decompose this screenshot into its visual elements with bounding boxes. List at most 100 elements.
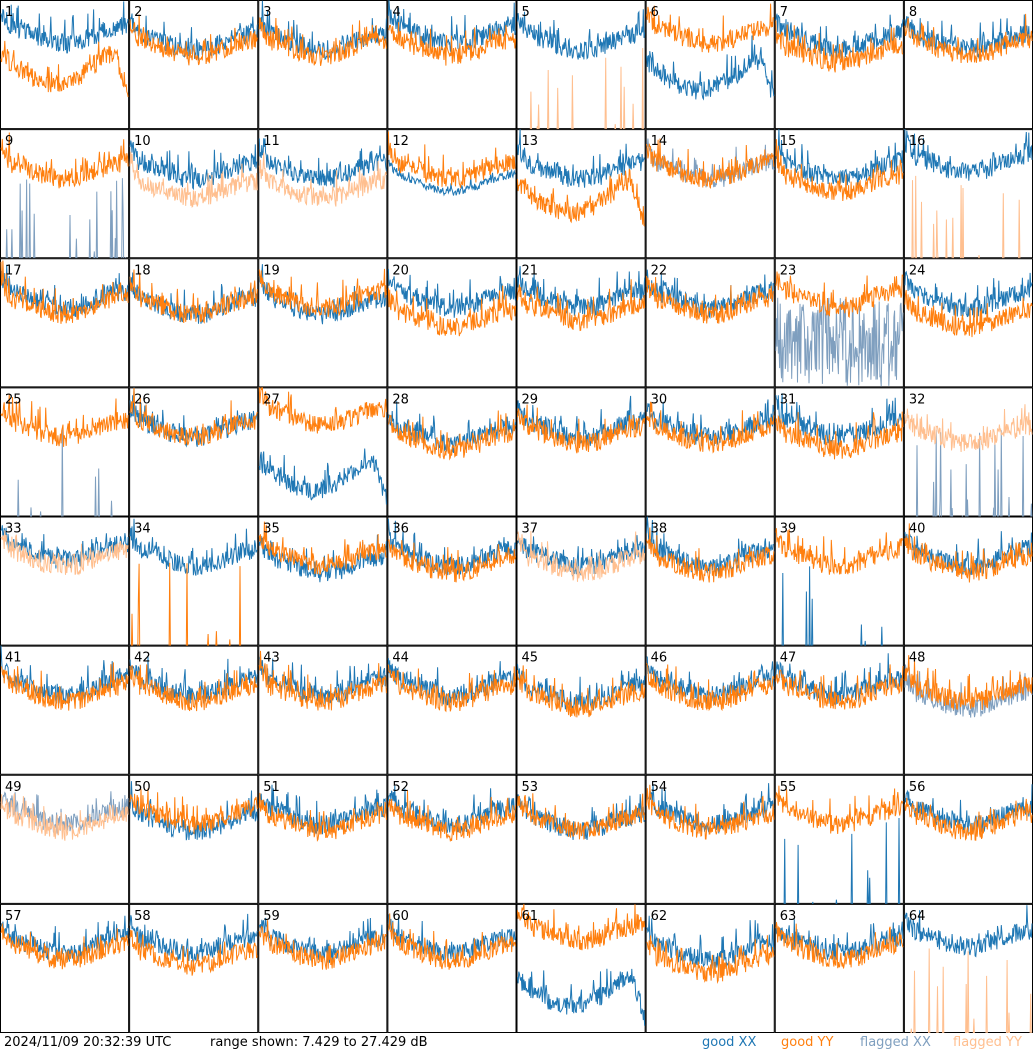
panel-19: 19 bbox=[258, 258, 388, 388]
legend-good-xx: good XX bbox=[702, 1035, 757, 1050]
panel-frame bbox=[645, 387, 775, 517]
panel-label: 29 bbox=[522, 392, 539, 407]
series-yy-good bbox=[775, 271, 904, 319]
series-yy-good bbox=[646, 935, 775, 984]
panel-label: 26 bbox=[134, 392, 151, 407]
panel-label: 31 bbox=[780, 392, 797, 407]
panel-label: 27 bbox=[263, 392, 280, 407]
series-yy-good bbox=[775, 528, 904, 575]
panel-24: 24 bbox=[903, 258, 1033, 388]
series-yy-good bbox=[517, 168, 645, 227]
panel-label: 53 bbox=[522, 780, 539, 795]
panel-56: 56 bbox=[903, 774, 1033, 904]
series-yy-good bbox=[258, 792, 387, 842]
panel-35: 35 bbox=[258, 516, 388, 646]
series-yy-good bbox=[646, 275, 774, 324]
series-yy-good bbox=[775, 785, 904, 834]
panel-7: 7 bbox=[774, 0, 904, 130]
panel-frame bbox=[645, 774, 775, 904]
panel-label: 4 bbox=[392, 5, 400, 20]
series-xx-good bbox=[904, 14, 1033, 59]
panel-37: 37 bbox=[516, 516, 646, 646]
panel-frame bbox=[129, 903, 259, 1033]
series-xx-good bbox=[0, 1, 129, 54]
panel-label: 18 bbox=[134, 263, 151, 278]
panel-42: 42 bbox=[129, 645, 259, 775]
panel-frame bbox=[258, 645, 388, 775]
panel-frame bbox=[645, 258, 775, 388]
panel-label: 48 bbox=[909, 651, 926, 666]
panel-frame bbox=[0, 387, 130, 517]
panel-frame bbox=[516, 645, 646, 775]
series-xx-good bbox=[129, 140, 258, 191]
series-yy-good bbox=[258, 268, 387, 318]
series-xx-good bbox=[388, 159, 516, 197]
panel-frame bbox=[516, 129, 646, 259]
panel-41: 41 bbox=[0, 645, 130, 775]
panel-2: 2 bbox=[129, 0, 259, 130]
panel-label: 17 bbox=[5, 263, 22, 278]
series-yy-good bbox=[904, 797, 1033, 841]
panel-label: 13 bbox=[522, 134, 539, 149]
series-yy-good bbox=[646, 3, 775, 53]
series-yy-good bbox=[258, 920, 387, 970]
panel-label: 41 bbox=[5, 651, 22, 666]
panel-27: 27 bbox=[258, 386, 388, 517]
series-xx-good bbox=[904, 129, 1033, 181]
series-yy-good bbox=[387, 664, 516, 713]
panel-frame bbox=[129, 258, 259, 388]
panel-30: 30 bbox=[645, 387, 775, 517]
series-yy-good bbox=[775, 20, 904, 73]
panel-label: 10 bbox=[134, 134, 151, 149]
panel-frame bbox=[387, 903, 517, 1033]
panel-label: 64 bbox=[909, 909, 926, 924]
series-yy-good bbox=[387, 131, 516, 188]
series-yy-good bbox=[517, 903, 646, 951]
panel-frame bbox=[645, 516, 775, 646]
panel-frame bbox=[0, 258, 130, 388]
panel-25: 25 bbox=[0, 387, 130, 521]
series-yy-good bbox=[775, 139, 904, 202]
series-yy-good bbox=[646, 527, 775, 583]
panel-label: 42 bbox=[134, 651, 151, 666]
panel-18: 18 bbox=[129, 258, 259, 388]
series-yy-good bbox=[129, 14, 258, 66]
panel-frame bbox=[258, 0, 388, 130]
panel-12: 12 bbox=[387, 129, 517, 259]
series-yy-good bbox=[904, 523, 1033, 583]
legend-flagged-xx: flagged XX bbox=[860, 1035, 931, 1050]
panel-label: 21 bbox=[522, 263, 539, 278]
panel-label: 22 bbox=[651, 263, 668, 278]
panel-label: 49 bbox=[5, 780, 22, 795]
series-yy-good bbox=[0, 393, 129, 447]
series-yy-good bbox=[387, 913, 516, 970]
panel-label: 52 bbox=[392, 780, 409, 795]
series-yy-good bbox=[387, 22, 516, 66]
panel-label: 24 bbox=[909, 263, 926, 278]
panel-4: 4 bbox=[387, 0, 517, 130]
series-yy-good bbox=[904, 289, 1033, 338]
panel-34: 34 bbox=[129, 516, 259, 650]
series-yy-good bbox=[775, 664, 904, 710]
panel-21: 21 bbox=[516, 258, 646, 388]
panel-label: 5 bbox=[522, 5, 530, 20]
series-yy-good bbox=[775, 411, 904, 460]
panel-label: 6 bbox=[651, 5, 659, 20]
panel-frame bbox=[903, 516, 1033, 646]
panel-23: 23 bbox=[774, 258, 904, 388]
panel-6: 6 bbox=[645, 0, 775, 130]
series-yy-flagged bbox=[129, 151, 258, 208]
panel-frame bbox=[516, 0, 646, 130]
panel-43: 43 bbox=[258, 645, 388, 775]
panel-26: 26 bbox=[129, 387, 259, 517]
panel-frame bbox=[645, 129, 775, 259]
series-xx-good bbox=[646, 35, 775, 101]
panel-29: 29 bbox=[516, 387, 646, 517]
series-xx-good bbox=[0, 645, 129, 705]
panel-label: 32 bbox=[909, 392, 926, 407]
series-yy-good bbox=[387, 285, 516, 337]
panel-frame bbox=[129, 774, 259, 904]
panel-51: 51 bbox=[258, 774, 388, 904]
panel-33: 33 bbox=[0, 516, 130, 646]
